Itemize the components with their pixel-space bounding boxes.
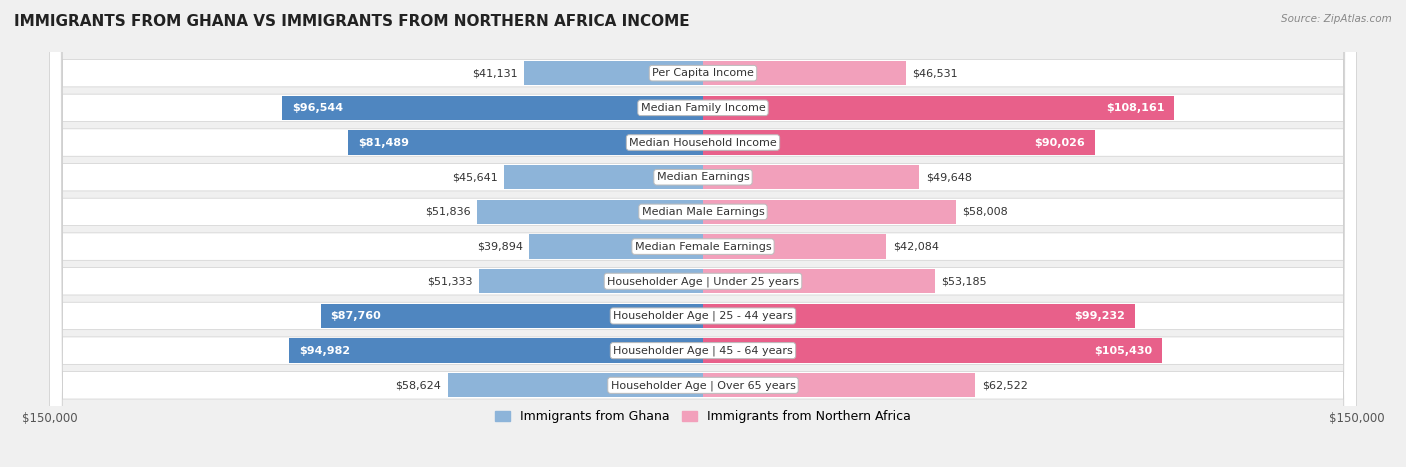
FancyBboxPatch shape bbox=[49, 0, 1357, 467]
Text: Per Capita Income: Per Capita Income bbox=[652, 68, 754, 78]
Text: $105,430: $105,430 bbox=[1094, 346, 1153, 356]
Text: $108,161: $108,161 bbox=[1107, 103, 1164, 113]
Bar bbox=[290, 339, 703, 363]
Text: $41,131: $41,131 bbox=[471, 68, 517, 78]
Text: $39,894: $39,894 bbox=[477, 241, 523, 252]
Text: Median Earnings: Median Earnings bbox=[657, 172, 749, 182]
FancyBboxPatch shape bbox=[49, 0, 1357, 467]
Bar bbox=[529, 234, 703, 259]
Bar bbox=[349, 130, 703, 155]
Text: $81,489: $81,489 bbox=[357, 138, 409, 148]
Text: $87,760: $87,760 bbox=[330, 311, 381, 321]
Bar bbox=[283, 96, 703, 120]
Text: $51,836: $51,836 bbox=[425, 207, 471, 217]
Text: $49,648: $49,648 bbox=[925, 172, 972, 182]
Bar bbox=[703, 234, 886, 259]
Text: Householder Age | 45 - 64 years: Householder Age | 45 - 64 years bbox=[613, 346, 793, 356]
Bar bbox=[703, 269, 935, 293]
Bar bbox=[321, 304, 703, 328]
Bar bbox=[703, 373, 976, 397]
Text: Source: ZipAtlas.com: Source: ZipAtlas.com bbox=[1281, 14, 1392, 24]
FancyBboxPatch shape bbox=[49, 0, 1357, 467]
Text: $90,026: $90,026 bbox=[1035, 138, 1085, 148]
Text: $51,333: $51,333 bbox=[427, 276, 472, 286]
Text: $58,008: $58,008 bbox=[962, 207, 1008, 217]
FancyBboxPatch shape bbox=[49, 0, 1357, 467]
Bar bbox=[479, 269, 703, 293]
Bar bbox=[703, 130, 1095, 155]
Bar bbox=[703, 96, 1174, 120]
Text: $62,522: $62,522 bbox=[981, 380, 1028, 390]
Bar bbox=[524, 61, 703, 85]
FancyBboxPatch shape bbox=[49, 0, 1357, 467]
Text: $96,544: $96,544 bbox=[292, 103, 343, 113]
Text: $53,185: $53,185 bbox=[941, 276, 987, 286]
Text: Median Female Earnings: Median Female Earnings bbox=[634, 241, 772, 252]
Bar bbox=[447, 373, 703, 397]
Text: Householder Age | Under 25 years: Householder Age | Under 25 years bbox=[607, 276, 799, 287]
Bar bbox=[477, 200, 703, 224]
Legend: Immigrants from Ghana, Immigrants from Northern Africa: Immigrants from Ghana, Immigrants from N… bbox=[491, 405, 915, 428]
Text: Householder Age | 25 - 44 years: Householder Age | 25 - 44 years bbox=[613, 311, 793, 321]
FancyBboxPatch shape bbox=[49, 0, 1357, 467]
Text: $42,084: $42,084 bbox=[893, 241, 939, 252]
Text: $99,232: $99,232 bbox=[1074, 311, 1125, 321]
FancyBboxPatch shape bbox=[49, 0, 1357, 467]
Bar bbox=[703, 200, 956, 224]
Bar bbox=[703, 61, 905, 85]
Text: Median Male Earnings: Median Male Earnings bbox=[641, 207, 765, 217]
Text: Median Household Income: Median Household Income bbox=[628, 138, 778, 148]
Text: $58,624: $58,624 bbox=[395, 380, 441, 390]
Text: Median Family Income: Median Family Income bbox=[641, 103, 765, 113]
Text: IMMIGRANTS FROM GHANA VS IMMIGRANTS FROM NORTHERN AFRICA INCOME: IMMIGRANTS FROM GHANA VS IMMIGRANTS FROM… bbox=[14, 14, 690, 29]
Bar bbox=[703, 339, 1163, 363]
FancyBboxPatch shape bbox=[49, 0, 1357, 467]
Text: $46,531: $46,531 bbox=[912, 68, 957, 78]
FancyBboxPatch shape bbox=[49, 0, 1357, 467]
Text: $45,641: $45,641 bbox=[451, 172, 498, 182]
Bar bbox=[703, 165, 920, 189]
Text: Householder Age | Over 65 years: Householder Age | Over 65 years bbox=[610, 380, 796, 390]
Bar bbox=[505, 165, 703, 189]
FancyBboxPatch shape bbox=[49, 0, 1357, 467]
Bar bbox=[703, 304, 1135, 328]
Text: $94,982: $94,982 bbox=[299, 346, 350, 356]
